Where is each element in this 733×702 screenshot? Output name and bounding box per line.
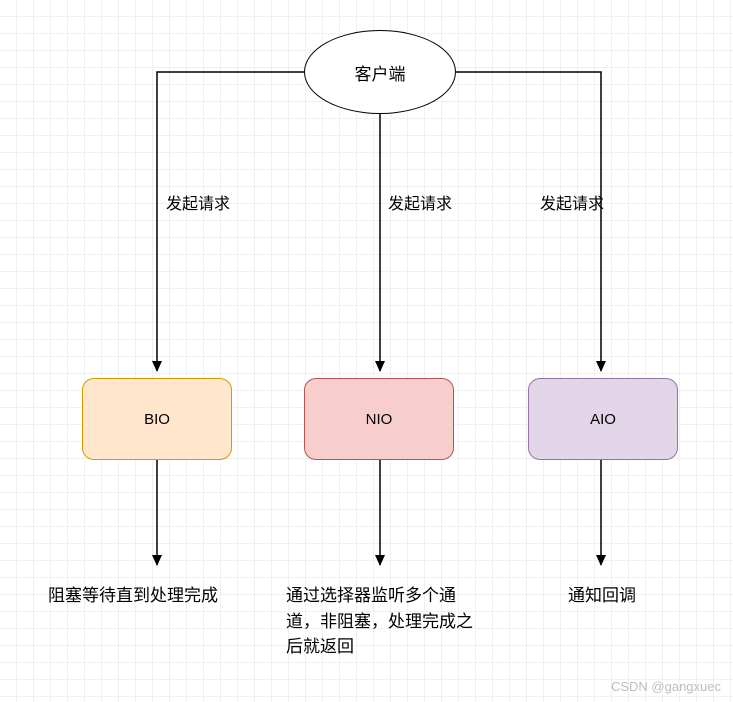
node-client: 客户端 [304,30,456,114]
node-nio: NIO [304,378,454,460]
edge-client-to-bio [157,72,304,371]
result-nio: 通过选择器监听多个通道，非阻塞，处理完成之后就返回 [286,583,481,660]
node-bio-label: BIO [144,411,170,428]
node-nio-label: NIO [366,411,393,428]
node-aio-label: AIO [590,411,616,428]
result-aio: 通知回调 [568,583,668,609]
edge-label-aio: 发起请求 [540,190,604,214]
node-aio: AIO [528,378,678,460]
edge-label-nio: 发起请求 [388,190,452,214]
node-client-label: 客户端 [355,60,406,85]
result-bio: 阻塞等待直到处理完成 [48,583,258,609]
edge-client-to-aio [456,72,601,371]
watermark: CSDN @gangxuec [611,679,721,694]
node-bio: BIO [82,378,232,460]
edge-label-bio: 发起请求 [166,190,230,214]
